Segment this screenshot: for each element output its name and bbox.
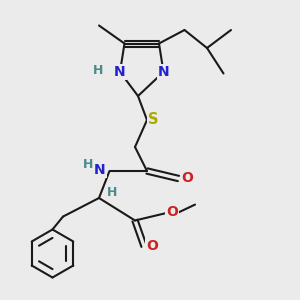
- Text: H: H: [106, 186, 117, 199]
- Text: H: H: [93, 64, 103, 77]
- Text: S: S: [148, 112, 159, 127]
- Text: N: N: [158, 65, 169, 79]
- Text: O: O: [146, 239, 158, 253]
- Text: N: N: [114, 65, 126, 79]
- Text: O: O: [181, 171, 193, 184]
- Text: H: H: [82, 158, 93, 171]
- Text: O: O: [166, 205, 178, 219]
- Text: N: N: [94, 163, 105, 177]
